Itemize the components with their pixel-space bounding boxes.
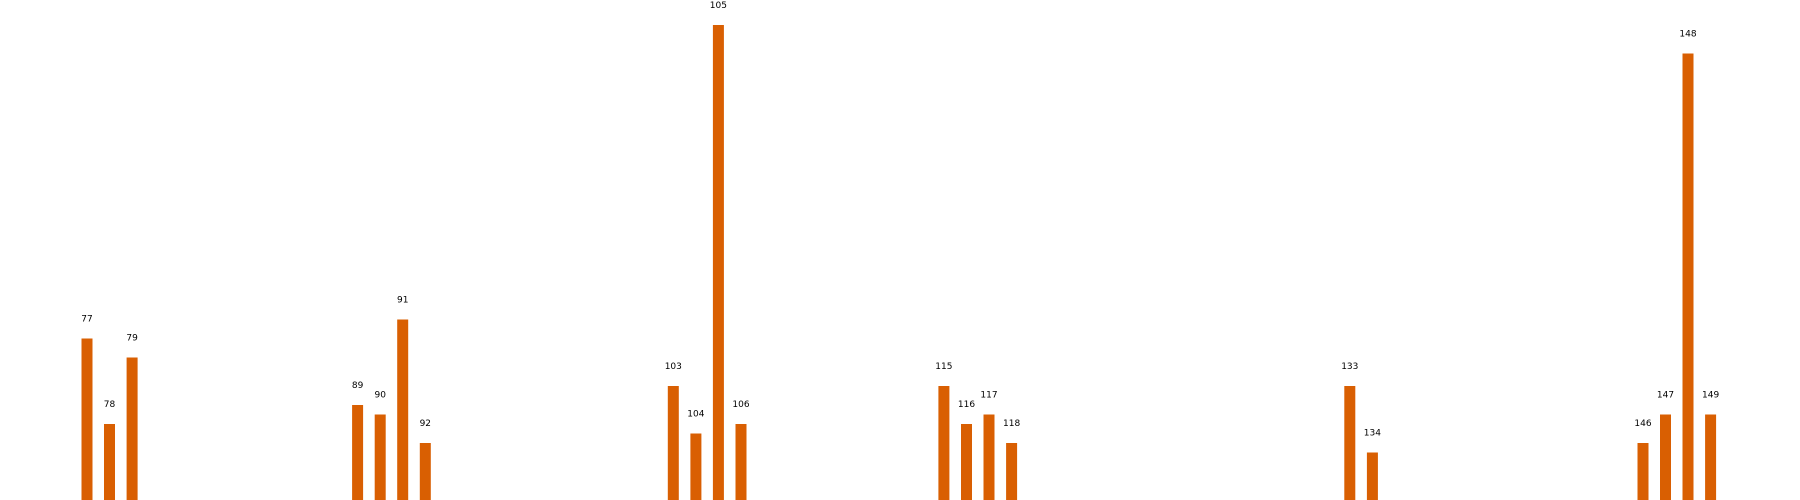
bar-89 — [352, 405, 364, 500]
bar-148 — [1682, 53, 1694, 500]
bar-label-91: 91 — [397, 296, 408, 306]
bar-label-79: 79 — [126, 334, 138, 344]
bar-label-149: 149 — [1702, 391, 1719, 401]
bar-79 — [126, 357, 138, 500]
bar-147 — [1660, 414, 1671, 500]
bar-label-134: 134 — [1364, 429, 1381, 439]
bar-label-148: 148 — [1679, 30, 1696, 40]
bars-group — [81, 25, 1717, 500]
bar-78 — [104, 424, 115, 500]
bar-label-118: 118 — [1003, 419, 1020, 429]
bar-118 — [1006, 443, 1018, 500]
bar-103 — [667, 386, 679, 500]
bar-label-146: 146 — [1634, 419, 1651, 429]
bar-label-89: 89 — [352, 381, 364, 391]
bar-label-77: 77 — [81, 315, 92, 325]
bar-label-92: 92 — [420, 419, 431, 429]
bar-115 — [938, 386, 950, 500]
bar-146 — [1637, 443, 1649, 500]
bar-label-90: 90 — [374, 391, 386, 401]
bar-116 — [961, 424, 972, 500]
bar-label-78: 78 — [104, 400, 116, 410]
bar-105 — [712, 25, 724, 500]
bar-label-133: 133 — [1341, 362, 1358, 372]
bar-117 — [983, 414, 995, 500]
bar-label-106: 106 — [732, 400, 749, 410]
bar-label-116: 116 — [958, 400, 975, 410]
bar-labels-group: 77 78 79 89 90 91 92 103 104 105 106 115 116 117 118 13… — [81, 1, 1719, 439]
bar-label-117: 117 — [980, 391, 997, 401]
bar-label-147: 147 — [1657, 391, 1674, 401]
bar-label-115: 115 — [935, 362, 952, 372]
bar-label-103: 103 — [665, 362, 682, 372]
bar-106 — [735, 424, 747, 500]
bar-92 — [419, 443, 431, 500]
bar-104 — [690, 433, 702, 500]
bar-149 — [1705, 414, 1717, 500]
bar-133 — [1344, 386, 1356, 500]
bar-91 — [397, 319, 409, 500]
bar-90 — [374, 414, 386, 500]
bar-77 — [81, 338, 93, 500]
bar-label-104: 104 — [687, 410, 704, 420]
bar-134 — [1366, 452, 1378, 500]
bar-label-105: 105 — [710, 1, 727, 11]
